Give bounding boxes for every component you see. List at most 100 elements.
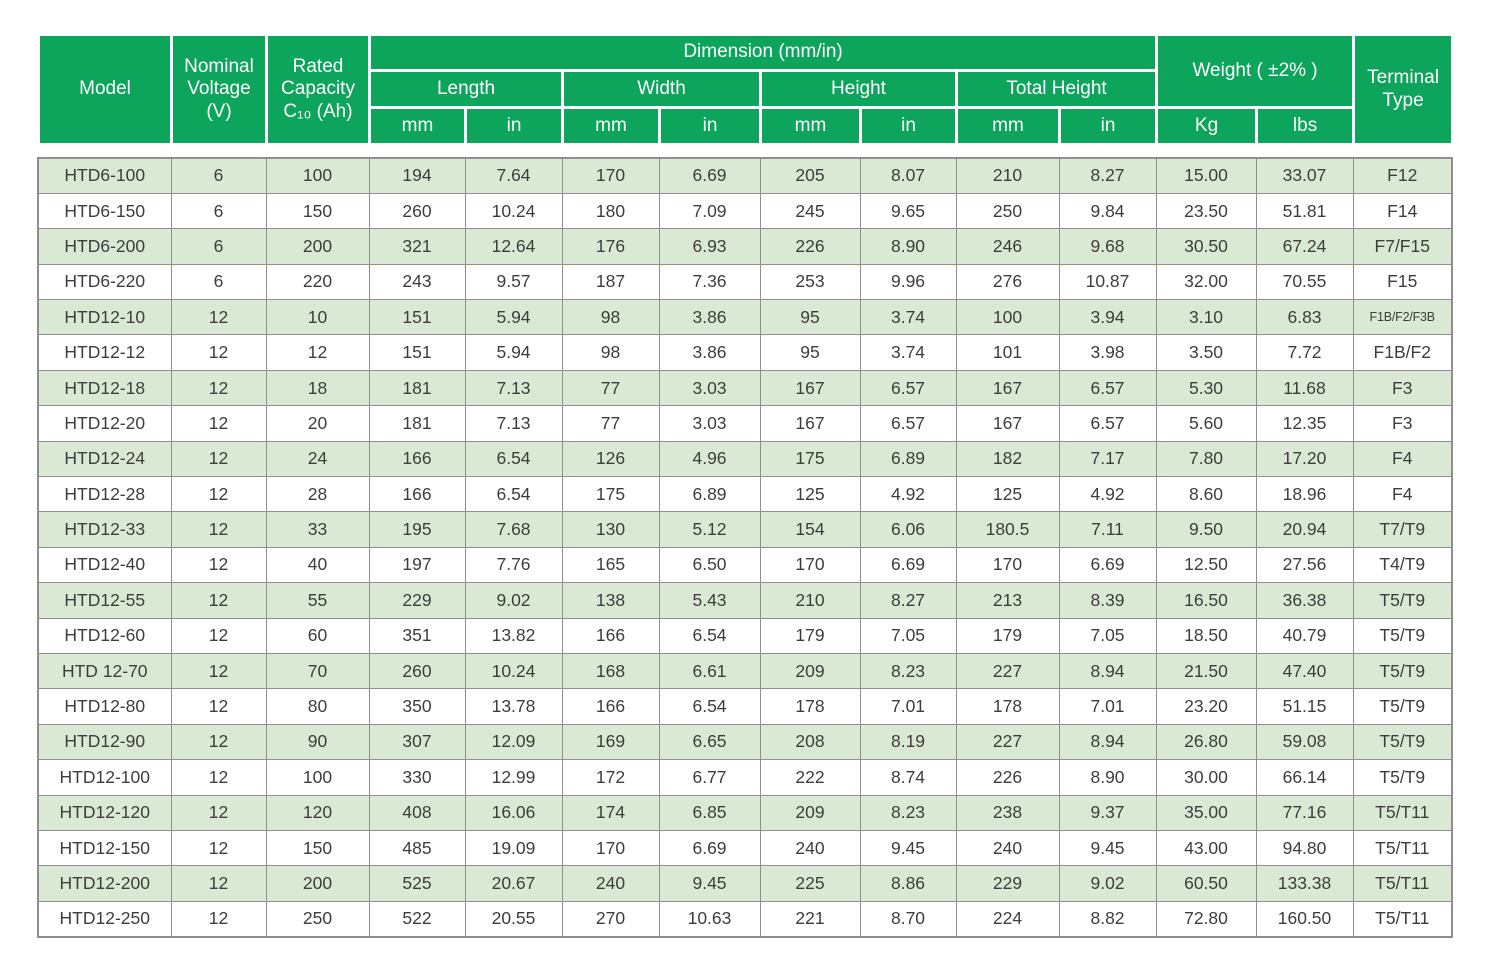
unit-header-length-in: in — [464, 106, 564, 146]
battery-spec-table: Model Nominal Voltage (V) Rated Capacity… — [37, 33, 1455, 938]
voltage-cell: 12 — [170, 511, 267, 548]
voltage-cell: 12 — [170, 334, 267, 371]
terminal-type-cell: F4 — [1352, 476, 1453, 513]
total-height-in-cell: 8.94 — [1058, 723, 1157, 761]
length-mm-cell: 151 — [368, 299, 466, 336]
capacity-cell: 24 — [265, 440, 370, 478]
voltage-cell: 6 — [170, 192, 267, 230]
total-height-in-cell: 8.27 — [1058, 157, 1157, 194]
total-height-in-cell: 9.02 — [1058, 865, 1157, 902]
model-cell: HTD12-24 — [37, 440, 172, 478]
table-row: HTD12-150 12 150 485 19.09 170 6.69 240 9.45 240 9… — [37, 829, 1453, 867]
weight-kg-cell: 12.50 — [1155, 546, 1257, 584]
col-header-terminal-type: Terminal Type — [1352, 33, 1455, 146]
length-mm-cell: 485 — [368, 829, 466, 867]
col-header-width: Width — [561, 69, 762, 109]
model-cell: HTD6-220 — [37, 263, 172, 301]
width-mm-cell: 168 — [561, 652, 660, 690]
voltage-cell: 12 — [170, 759, 267, 796]
total-height-in-cell: 7.01 — [1058, 688, 1157, 725]
weight-kg-cell: 30.00 — [1155, 759, 1257, 796]
spec-table-header: Model Nominal Voltage (V) Rated Capacity… — [37, 33, 1455, 146]
capacity-cell: 33 — [265, 511, 370, 548]
model-cell: HTD12-120 — [37, 794, 172, 831]
length-in-cell: 7.13 — [464, 369, 563, 407]
width-mm-cell: 169 — [561, 723, 660, 761]
capacity-cell: 12 — [265, 334, 370, 371]
weight-lbs-cell: 133.38 — [1255, 865, 1354, 902]
width-mm-cell: 98 — [561, 299, 660, 336]
weight-kg-cell: 5.60 — [1155, 405, 1257, 442]
total-height-mm-cell: 229 — [955, 865, 1060, 902]
terminal-type-cell: F3 — [1352, 405, 1453, 442]
length-in-cell: 9.02 — [464, 582, 563, 619]
col-header-nominal-voltage: Nominal Voltage (V) — [170, 33, 268, 146]
terminal-type-cell: T7/T9 — [1352, 511, 1453, 548]
voltage-cell: 12 — [170, 440, 267, 478]
voltage-cell: 12 — [170, 900, 267, 938]
width-in-cell: 6.69 — [658, 157, 761, 194]
weight-kg-cell: 72.80 — [1155, 900, 1257, 938]
total-height-in-cell: 3.98 — [1058, 334, 1157, 371]
capacity-cell: 20 — [265, 405, 370, 442]
width-mm-cell: 138 — [561, 582, 660, 619]
weight-kg-cell: 3.10 — [1155, 299, 1257, 336]
weight-lbs-cell: 51.81 — [1255, 192, 1354, 230]
voltage-cell: 12 — [170, 865, 267, 902]
total-height-mm-cell: 210 — [955, 157, 1060, 194]
height-in-cell: 6.57 — [859, 405, 957, 442]
total-height-in-cell: 10.87 — [1058, 263, 1157, 301]
height-in-cell: 8.74 — [859, 759, 957, 796]
voltage-cell: 12 — [170, 652, 267, 690]
height-in-cell: 8.23 — [859, 652, 957, 690]
length-in-cell: 10.24 — [464, 192, 563, 230]
terminal-type-cell: F3 — [1352, 369, 1453, 407]
model-cell: HTD6-150 — [37, 192, 172, 230]
height-in-cell: 9.65 — [859, 192, 957, 230]
model-cell: HTD12-12 — [37, 334, 172, 371]
model-cell: HTD12-60 — [37, 617, 172, 654]
weight-kg-cell: 5.30 — [1155, 369, 1257, 407]
height-mm-cell: 209 — [759, 652, 861, 690]
table-row: HTD6-200 6 200 321 12.64 176 6.93 226 8.90 246 9.6… — [37, 228, 1453, 265]
width-in-cell: 7.36 — [658, 263, 761, 301]
height-mm-cell: 170 — [759, 546, 861, 584]
voltage-cell: 12 — [170, 617, 267, 654]
total-height-mm-cell: 227 — [955, 723, 1060, 761]
width-mm-cell: 240 — [561, 865, 660, 902]
model-cell: HTD12-90 — [37, 723, 172, 761]
weight-lbs-cell: 67.24 — [1255, 228, 1354, 265]
length-mm-cell: 330 — [368, 759, 466, 796]
capacity-cell: 200 — [265, 228, 370, 265]
height-mm-cell: 95 — [759, 299, 861, 336]
terminal-type-cell: F1B/F2 — [1352, 334, 1453, 371]
spec-table-body: HTD6-100 6 100 194 7.64 170 6.69 205 8.07 210 8.27… — [37, 157, 1453, 938]
length-in-cell: 7.76 — [464, 546, 563, 584]
weight-lbs-cell: 94.80 — [1255, 829, 1354, 867]
height-in-cell: 6.89 — [859, 440, 957, 478]
height-mm-cell: 95 — [759, 334, 861, 371]
width-in-cell: 3.03 — [658, 369, 761, 407]
table-row: HTD12-200 12 200 525 20.67 240 9.45 225 8.86 229 9… — [37, 865, 1453, 902]
length-mm-cell: 166 — [368, 440, 466, 478]
length-mm-cell: 525 — [368, 865, 466, 902]
width-mm-cell: 98 — [561, 334, 660, 371]
total-height-mm-cell: 178 — [955, 688, 1060, 725]
width-in-cell: 4.96 — [658, 440, 761, 478]
total-height-in-cell: 7.11 — [1058, 511, 1157, 548]
height-mm-cell: 226 — [759, 228, 861, 265]
unit-header-length-mm: mm — [368, 106, 467, 146]
width-in-cell: 6.61 — [658, 652, 761, 690]
weight-kg-cell: 15.00 — [1155, 157, 1257, 194]
length-mm-cell: 181 — [368, 405, 466, 442]
height-in-cell: 8.27 — [859, 582, 957, 619]
width-in-cell: 6.65 — [658, 723, 761, 761]
model-cell: HTD12-150 — [37, 829, 172, 867]
table-row: HTD12-12 12 12 151 5.94 98 3.86 95 3.74 101 3.98 3.… — [37, 334, 1453, 371]
capacity-cell: 150 — [265, 829, 370, 867]
total-height-in-cell: 4.92 — [1058, 476, 1157, 513]
length-in-cell: 12.99 — [464, 759, 563, 796]
model-cell: HTD12-100 — [37, 759, 172, 796]
capacity-cell: 55 — [265, 582, 370, 619]
